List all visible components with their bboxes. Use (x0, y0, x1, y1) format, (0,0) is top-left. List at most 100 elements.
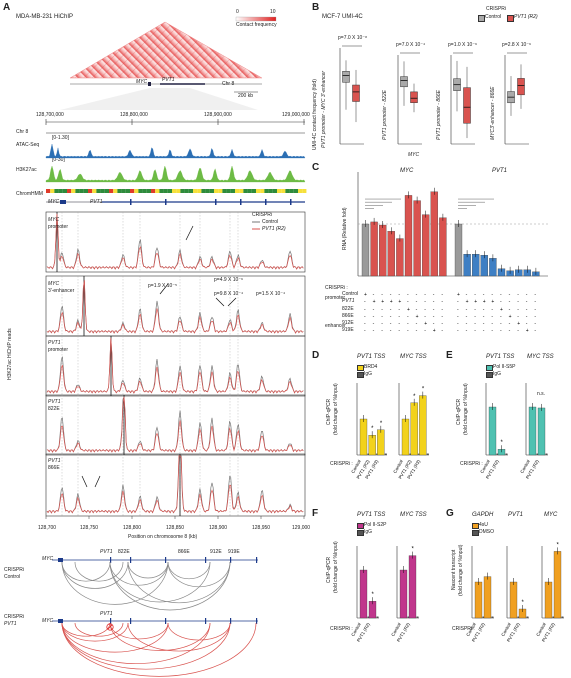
annotation-arrow (215, 297, 225, 307)
c-table-mark: - (457, 299, 459, 305)
pvt1-loop-arc (61, 622, 231, 670)
g-svg-igg-bar (561, 616, 564, 618)
c-table-mark: - (466, 292, 468, 298)
pvt1-loop-arc (61, 622, 111, 637)
arc-ctrl-label-2: Control (4, 574, 21, 580)
crispri-block-slash (107, 624, 113, 630)
e-svg-igg-bar (536, 453, 539, 455)
ruler-tick-1: 128,800,000 (120, 112, 148, 118)
panel-b-legend-pvt1: PVT1 (R2) (514, 14, 538, 20)
f-legend-igg-swatch (357, 530, 364, 536)
vp-label-4: PVT1 (48, 458, 61, 464)
c-row-866e: 866E (342, 313, 354, 319)
c-row-pvt1: PVT1 (342, 298, 355, 304)
control-loop-arc (167, 561, 231, 588)
c-table-mark: + (483, 299, 486, 305)
d-svg-xcat: Control (350, 459, 362, 474)
g-svg-xcat: Control (500, 622, 512, 637)
c-table-mark: + (407, 307, 410, 313)
c-table-mark: - (390, 292, 392, 298)
v4c-pvt1-line (46, 213, 304, 270)
c-table-mark: - (466, 328, 468, 334)
panel-g-title1: GAPDH (472, 512, 494, 518)
chromhmm-segment (209, 189, 214, 193)
c-table-mark: - (517, 292, 519, 298)
c-table-mark: - (364, 328, 366, 334)
e-svg-xcat: Control (519, 459, 531, 474)
c-table-mark: - (398, 292, 400, 298)
c-table-mark: - (517, 307, 519, 313)
box-pvt1 (352, 84, 360, 102)
scale-label: 200 kb (238, 93, 254, 99)
arc1-enh-0: 822E (118, 549, 130, 555)
ruler-tick-0: 128,700,000 (36, 112, 64, 118)
d-svg-xcat: Control (392, 459, 404, 474)
chromhmm-segment (176, 189, 181, 193)
pvt1-loop-arc (61, 622, 169, 653)
c-table-mark: - (474, 328, 476, 334)
vp-label-3: PVT1 (48, 399, 61, 405)
c-row-822e: 822E (342, 306, 354, 312)
c-table-mark: + (500, 307, 503, 313)
chromhmm-segment (88, 189, 93, 193)
pvt1-loop-arc (74, 622, 124, 637)
annotation-arrow (227, 297, 237, 307)
chromhmm-segment (125, 189, 130, 193)
control-loop-arc (109, 561, 169, 586)
chromhmm-segment (113, 189, 118, 193)
box-pvt1 (517, 78, 525, 96)
arc1-myc: MYC (42, 556, 54, 562)
e-svg-igg-bar (496, 453, 499, 455)
control-loop-arc (127, 561, 231, 604)
c-table-mark: - (466, 321, 468, 327)
arc-axis-pvt1-myc (58, 619, 63, 623)
c-row-control: Control (342, 291, 359, 297)
c-table-mark: - (500, 292, 502, 298)
c-table-mark: - (364, 321, 366, 327)
arc-axis-pvt1-exon (230, 618, 232, 624)
xtick-3: 128,850 (166, 525, 185, 531)
c-table-mark: - (534, 307, 536, 313)
chromhmm-segment (54, 189, 59, 193)
c-table-mark: - (373, 292, 375, 298)
f-svg-signif-star: * (412, 547, 415, 553)
chromhmm-segment (218, 189, 223, 193)
panel-c-title-myc: MYC (400, 168, 414, 174)
crispri-legend-control: Control (262, 219, 279, 225)
c-table-mark: - (457, 328, 459, 334)
chromhmm-segment (151, 189, 156, 193)
c-table-mark: - (500, 328, 502, 334)
chromhmm-segment (243, 189, 248, 193)
g-svg-bar (509, 581, 518, 619)
c-table-mark: - (474, 292, 476, 298)
c-table-mark: - (373, 321, 375, 327)
control-loop-arc (61, 561, 111, 582)
control-loop-arc (167, 561, 211, 580)
d-crispri: CRISPRi : (330, 461, 353, 467)
v4c-frame (45, 394, 306, 456)
control-loop-arc (127, 561, 169, 579)
arc-axis-pvt1-exon (110, 618, 112, 624)
c-table-mark: - (364, 314, 366, 320)
legend-max: 10 (270, 9, 276, 15)
c-table-mark: - (534, 314, 536, 320)
c-row-919e: 919E (342, 327, 354, 333)
chromhmm-segment (134, 189, 139, 193)
c-table-mark: - (526, 314, 528, 320)
panel-d-title1: PVT1 TSS (357, 354, 386, 360)
chromhmm-segment (92, 189, 97, 193)
chromhmm-segment (222, 189, 227, 193)
f-legend-igg: IgG (364, 529, 373, 535)
c-table-mark: - (373, 314, 375, 320)
control-loop-arc (74, 561, 124, 582)
c-table-mark: - (509, 328, 511, 334)
arc1-enh-1: 866E (178, 549, 190, 555)
box-control (342, 71, 350, 83)
vp-label-0: MYC (48, 217, 60, 223)
c-table-mark: - (424, 299, 426, 305)
c-table-mark: - (517, 328, 519, 334)
